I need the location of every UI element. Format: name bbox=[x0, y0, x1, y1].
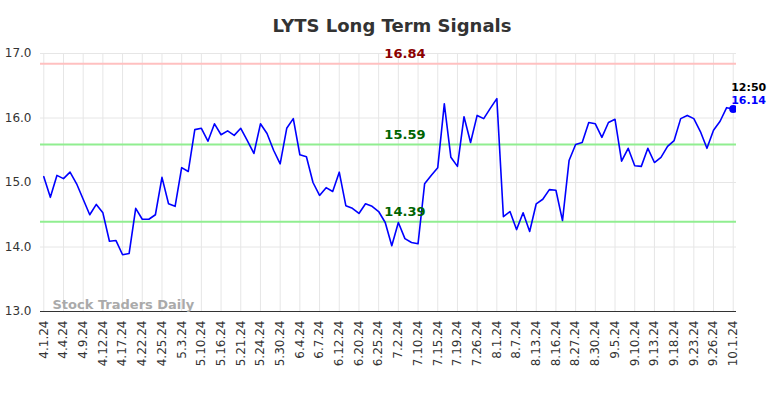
svg-text:7.19.24: 7.19.24 bbox=[450, 321, 464, 367]
svg-text:6.7.24: 6.7.24 bbox=[312, 321, 326, 359]
svg-text:7.10.24: 7.10.24 bbox=[411, 321, 425, 367]
svg-text:12:50: 12:50 bbox=[731, 80, 766, 93]
svg-text:4.17.24: 4.17.24 bbox=[115, 321, 129, 367]
svg-text:14.39: 14.39 bbox=[384, 204, 425, 219]
svg-text:4.1.24: 4.1.24 bbox=[37, 321, 51, 359]
svg-text:7.26.24: 7.26.24 bbox=[470, 321, 484, 367]
svg-text:6.25.24: 6.25.24 bbox=[371, 321, 385, 367]
svg-text:9.23.24: 9.23.24 bbox=[687, 321, 701, 367]
svg-text:14.0: 14.0 bbox=[5, 240, 32, 254]
svg-text:9.26.24: 9.26.24 bbox=[706, 321, 720, 367]
svg-text:9.10.24: 9.10.24 bbox=[628, 321, 642, 367]
svg-text:8.27.24: 8.27.24 bbox=[568, 321, 582, 367]
svg-text:17.0: 17.0 bbox=[5, 46, 32, 60]
svg-text:8.16.24: 8.16.24 bbox=[549, 321, 563, 367]
svg-text:5.16.24: 5.16.24 bbox=[214, 321, 228, 367]
svg-text:6.12.24: 6.12.24 bbox=[332, 321, 346, 367]
svg-text:9.5.24: 9.5.24 bbox=[608, 321, 622, 359]
svg-text:7.2.24: 7.2.24 bbox=[391, 321, 405, 359]
svg-text:4.4.24: 4.4.24 bbox=[56, 321, 70, 359]
svg-text:8.30.24: 8.30.24 bbox=[588, 321, 602, 367]
svg-text:4.12.24: 4.12.24 bbox=[96, 321, 110, 367]
svg-text:8.7.24: 8.7.24 bbox=[509, 321, 523, 359]
svg-text:5.10.24: 5.10.24 bbox=[194, 321, 208, 367]
svg-text:8.13.24: 8.13.24 bbox=[529, 321, 543, 367]
svg-text:16.14: 16.14 bbox=[731, 93, 766, 106]
svg-text:4.22.24: 4.22.24 bbox=[135, 321, 149, 367]
svg-text:Stock Traders Daily: Stock Traders Daily bbox=[53, 297, 195, 312]
svg-text:16.84: 16.84 bbox=[384, 46, 425, 61]
svg-text:6.4.24: 6.4.24 bbox=[293, 321, 307, 359]
svg-text:5.21.24: 5.21.24 bbox=[234, 321, 248, 367]
svg-text:6.20.24: 6.20.24 bbox=[352, 321, 366, 367]
svg-text:8.1.24: 8.1.24 bbox=[490, 321, 504, 359]
svg-text:13.0: 13.0 bbox=[5, 304, 32, 318]
svg-text:15.59: 15.59 bbox=[384, 127, 425, 142]
svg-text:10.1.24: 10.1.24 bbox=[726, 321, 740, 367]
svg-text:9.13.24: 9.13.24 bbox=[647, 321, 661, 367]
svg-text:5.24.24: 5.24.24 bbox=[253, 321, 267, 367]
svg-text:16.0: 16.0 bbox=[5, 111, 32, 125]
svg-text:4.25.24: 4.25.24 bbox=[155, 321, 169, 367]
svg-text:4.9.24: 4.9.24 bbox=[76, 321, 90, 359]
svg-text:5.3.24: 5.3.24 bbox=[175, 321, 189, 359]
svg-text:5.30.24: 5.30.24 bbox=[273, 321, 287, 367]
svg-text:15.0: 15.0 bbox=[5, 175, 32, 189]
html-text:LYTS Long Term Signals: LYTS Long Term Signals bbox=[272, 15, 512, 36]
svg-text:9.18.24: 9.18.24 bbox=[667, 321, 681, 367]
svg-text:7.15.24: 7.15.24 bbox=[431, 321, 445, 367]
